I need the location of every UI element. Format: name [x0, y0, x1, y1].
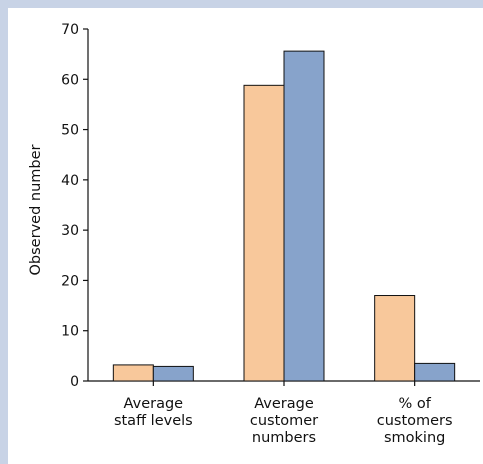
category-label: % of customers smoking: [377, 396, 453, 446]
category-label-line: Average: [254, 396, 314, 412]
bar-series1-cat3: [374, 295, 416, 382]
y-tick-label: 70: [61, 22, 79, 38]
category-label-line: customers: [377, 413, 453, 429]
chart-frame: 0 10 20 30 40 50 60 70 Average staff levels Avera…: [8, 8, 483, 464]
category-label-line: numbers: [252, 430, 316, 446]
bar-series2-cat3: [414, 362, 456, 382]
y-tick-label: 40: [61, 173, 79, 189]
y-tick-label: 10: [61, 324, 79, 340]
category-label: Average customer numbers: [250, 396, 318, 446]
category-label-line: staff levels: [114, 413, 193, 429]
category-label-line: Average: [124, 396, 184, 412]
y-axis-title: Observed number: [28, 144, 44, 275]
bar-series1-cat2: [243, 84, 285, 382]
x-axis: [88, 380, 480, 386]
bar-series2-cat2: [283, 50, 325, 382]
category-label-line: % of: [398, 396, 431, 412]
y-tick-label: 0: [70, 374, 79, 390]
bars: [112, 50, 456, 382]
y-axis: 0 10 20 30 40 50 60 70: [61, 22, 89, 390]
y-tick-label: 30: [61, 223, 79, 239]
category-label-line: customer: [250, 413, 318, 429]
bar-series2-cat1: [152, 365, 194, 382]
y-tick-label: 60: [61, 72, 79, 88]
bar-series1-cat1: [112, 364, 154, 382]
y-tick-label: 20: [61, 273, 79, 289]
category-label: Average staff levels: [114, 396, 193, 429]
y-tick-label: 50: [61, 123, 79, 139]
category-label-line: smoking: [384, 430, 445, 446]
